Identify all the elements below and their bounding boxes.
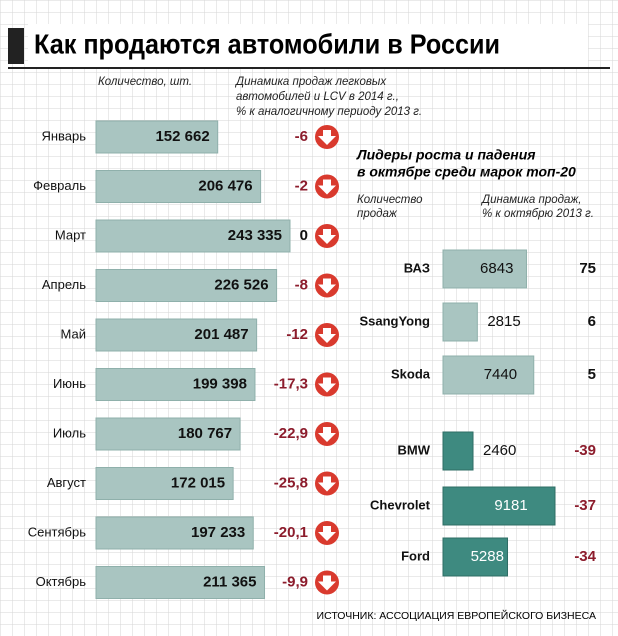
brand-label: Skoda <box>391 366 431 381</box>
change-label: -39 <box>574 442 596 459</box>
bar <box>95 269 278 302</box>
change-header: Динамика продаж легковых <box>234 76 387 88</box>
value-label: 9181 <box>494 497 527 514</box>
brand-label: SsangYong <box>359 313 430 328</box>
value-label: 201 487 <box>194 326 248 343</box>
month-label: Апрель <box>42 277 86 292</box>
bar <box>95 566 266 599</box>
value-label: 199 398 <box>193 375 247 392</box>
value-label: 172 015 <box>171 474 225 491</box>
title-marker <box>8 28 24 64</box>
brand-label: Chevrolet <box>370 497 431 512</box>
change-label: -6 <box>295 128 308 145</box>
bar <box>95 516 254 550</box>
change-label: -22,9 <box>274 425 308 442</box>
title-box <box>28 24 588 68</box>
arrow-glyph <box>318 575 336 591</box>
brand-label: ВАЗ <box>404 260 430 275</box>
month-label: Июнь <box>53 376 86 391</box>
bar <box>442 302 478 342</box>
bar <box>95 467 234 500</box>
month-label: Июль <box>53 425 86 440</box>
value-label: 2815 <box>487 313 520 330</box>
value-label: 226 526 <box>214 276 268 293</box>
arrow-glyph <box>318 130 336 145</box>
change-label: -17,3 <box>274 375 308 392</box>
change-label: 0 <box>300 227 308 244</box>
brand-label: Ford <box>401 548 430 563</box>
change-label: -34 <box>574 548 596 565</box>
arrow-glyph <box>318 526 336 541</box>
title: Как продаются автомобили в России <box>34 28 500 59</box>
source: ИСТОЧНИК: АССОЦИАЦИЯ ЕВРОПЕЙСКОГО БИЗНЕС… <box>317 609 596 622</box>
arrow-glyph <box>318 278 336 294</box>
change-label: 6 <box>588 313 596 330</box>
bar <box>95 120 219 154</box>
panel-title: Лидеры роста и падения <box>356 147 536 163</box>
month-label: Февраль <box>33 178 86 193</box>
value-label: 211 365 <box>203 573 256 590</box>
value-header: продаж <box>357 208 398 220</box>
change-label: 5 <box>588 366 596 383</box>
value-label: 6843 <box>480 260 513 277</box>
month-label: Май <box>61 326 86 341</box>
change-header: % к аналогичному периоду 2013 г. <box>236 106 422 118</box>
arrow-glyph <box>318 328 336 343</box>
bar <box>442 249 527 289</box>
value-label: 206 476 <box>198 177 252 194</box>
arrow-glyph <box>318 476 336 492</box>
value-header: Количество, шт. <box>98 76 192 88</box>
arrow-glyph <box>318 377 336 393</box>
bar <box>442 486 556 526</box>
value-label: 180 767 <box>178 425 232 442</box>
change-header: Динамика продаж, <box>480 194 582 206</box>
change-label: -37 <box>574 497 596 514</box>
change-header: % к октябрю 2013 г. <box>482 208 594 220</box>
bar <box>95 417 241 451</box>
value-label: 152 662 <box>155 128 209 145</box>
value-label: 5288 <box>471 548 504 565</box>
brand-label: BMW <box>398 442 431 457</box>
arrow-glyph <box>318 427 336 442</box>
change-label: 75 <box>579 260 596 277</box>
value-label: 2460 <box>483 442 516 459</box>
month-label: Март <box>55 227 86 242</box>
change-label: -8 <box>295 276 308 293</box>
value-label: 243 335 <box>228 227 282 244</box>
change-label: -12 <box>286 326 308 343</box>
value-label: 197 233 <box>191 524 245 541</box>
month-label: Сентябрь <box>28 524 86 539</box>
bar <box>442 355 535 395</box>
value-label: 7440 <box>484 366 517 383</box>
value-header: Количество <box>357 194 423 206</box>
change-label: -20,1 <box>274 524 308 541</box>
month-label: Январь <box>41 128 86 143</box>
bar <box>95 170 262 203</box>
bar <box>442 431 474 471</box>
arrow-glyph <box>318 229 336 244</box>
change-label: -25,8 <box>274 474 308 491</box>
bar <box>442 537 509 577</box>
bar <box>95 368 256 401</box>
arrow-glyph <box>318 179 336 195</box>
month-label: Август <box>47 475 86 490</box>
change-label: -2 <box>295 177 308 194</box>
change-label: -9,9 <box>282 573 308 590</box>
change-header: автомобилей и LCV в 2014 г., <box>236 91 399 103</box>
bar <box>95 219 291 253</box>
bar <box>95 318 258 352</box>
month-label: Октябрь <box>36 574 87 589</box>
panel-title: в октябре среди марок топ-20 <box>357 164 576 180</box>
